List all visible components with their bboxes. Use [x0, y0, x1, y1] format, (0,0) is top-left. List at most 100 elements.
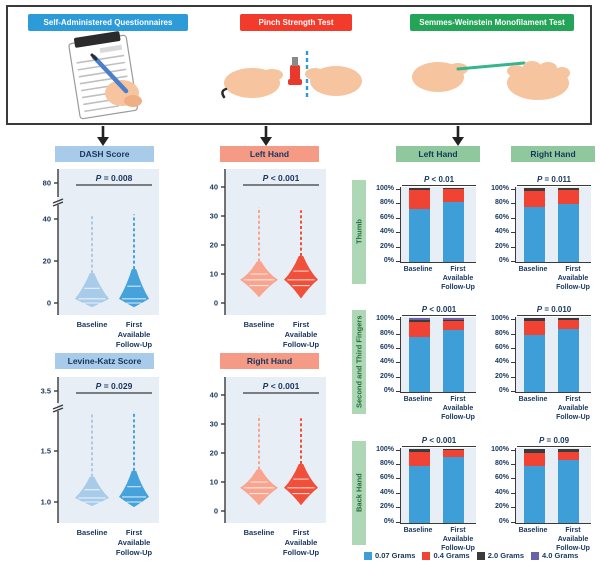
plot-area: [400, 317, 476, 394]
plot-area: [400, 447, 476, 524]
bar-segment-0.4-grams: [443, 321, 464, 331]
y-tick-mark: [511, 362, 515, 364]
legend-swatch-0.4-grams: [422, 551, 431, 560]
bar-baseline: [409, 318, 430, 393]
y-tick-mark: [396, 521, 400, 523]
panel-header-dash-score: DASH Score: [55, 146, 154, 162]
bar-segment-0.4-grams: [443, 450, 464, 458]
p-value: P < 0.001: [263, 173, 300, 183]
y-tick-label: 60%: [494, 474, 509, 482]
y-tick-label: 0%: [498, 517, 509, 525]
bar-segment-0.07-grams: [443, 202, 464, 262]
y-tick-label: 100%: [491, 185, 509, 192]
chart-fingers-right-hand: P = 0.010 100% 80% 60% 40% 20% 0% Baseline Fi…: [485, 304, 597, 422]
bar-segment-0.4-grams: [524, 190, 545, 208]
x-tick-label-baseline: Baseline: [518, 526, 548, 534]
p-value: P = 0.010: [536, 305, 572, 315]
y-tick-label: 0: [214, 299, 218, 308]
p-value: P = 0.011: [536, 175, 572, 184]
bar-segment-0.4-grams: [524, 321, 545, 336]
bar-segment-2.0-grams: [524, 318, 545, 322]
header-semmes-weinstein-monofilament-test: Semmes-Weinstein Monofilament Test: [410, 14, 574, 31]
violin-followup: [284, 256, 318, 299]
x-tick-label-baseline: Baseline: [518, 396, 548, 404]
x-tick-label-followup: Available: [118, 330, 151, 339]
x-tick-label-baseline: Baseline: [244, 320, 275, 329]
x-tick-label-followup: Available: [285, 538, 318, 547]
y-tick-label: 100%: [491, 315, 509, 323]
p-value: P = 0.09: [538, 435, 570, 445]
bar-segment-2.0-grams: [558, 448, 579, 453]
y-tick-label: 30: [210, 420, 218, 429]
levine-katz-violin-plot: 3.5 1.5 1.0 P = 0.029 Baseline First Avail…: [41, 377, 159, 557]
x-axis-labels: Baseline First Available Follow-Up: [400, 524, 482, 553]
y-tick-label: 1.0: [41, 498, 51, 507]
y-tick-mark: [396, 463, 400, 465]
legend-item: 2.0 Grams: [476, 551, 524, 560]
header-pinch-strength-test: Pinch Strength Test: [240, 14, 352, 31]
bar-segment-0.4-grams: [409, 452, 430, 466]
y-tick-mark: [396, 333, 400, 335]
x-tick-label-baseline: Baseline: [403, 396, 433, 404]
y-tick-label: 60%: [494, 213, 509, 221]
bar-followup: [558, 188, 579, 262]
panel-header-levine-katz-score: Levine-Katz Score: [55, 353, 154, 369]
bar-segment-0.07-grams: [524, 465, 545, 523]
bar-followup: [443, 448, 464, 523]
monofilament-results: Left Hand Right Hand Thumb P < 0.01 100%…: [352, 146, 598, 553]
significance-line: [402, 445, 476, 447]
y-tick-mark: [511, 348, 515, 350]
x-tick-label-followup: Available: [285, 330, 318, 339]
y-tick-label: 40%: [379, 228, 394, 236]
significance-line: [402, 315, 476, 317]
bar-segment-2.0-grams: [409, 448, 430, 453]
y-tick-mark: [396, 362, 400, 364]
column-header-left-hand: Left Hand: [396, 146, 480, 162]
monofilament-icon: [456, 61, 526, 71]
chart-thumb-right-hand: P = 0.011 100% 80% 60% 40% 20% 0% Baseline Fi…: [485, 174, 597, 292]
y-tick-label: 40%: [494, 358, 509, 366]
bar-segment-0.4-grams: [558, 189, 579, 204]
chart-back-hand-left: P < 0.001 100% 80% 60% 40% 20% 0% Baseline Fi…: [370, 435, 482, 553]
y-tick-label: 100%: [376, 185, 394, 192]
y-tick-label: 0%: [383, 257, 394, 264]
y-tick-label: 40: [43, 215, 51, 224]
y-tick-label: 20%: [494, 503, 509, 511]
y-tick-label: 80%: [379, 329, 394, 337]
bar-segment-0.4-grams: [443, 188, 464, 203]
y-tick-label: 40%: [379, 358, 394, 366]
x-axis-labels: Baseline First Available Follow-Up: [400, 263, 482, 292]
row-label-thumb: Thumb: [352, 180, 366, 284]
p-value: P = 0.029: [96, 381, 133, 391]
y-tick-label: 3.5: [41, 387, 51, 396]
y-tick-mark: [511, 521, 515, 523]
x-tick-label-followup: Follow-Up: [116, 548, 153, 557]
monofilament-test-illustration: [412, 61, 570, 100]
x-axis-labels: Baseline First Available Follow-Up: [400, 393, 482, 422]
y-tick-label: 10: [210, 478, 218, 487]
legend-item: 0.4 Grams: [422, 551, 470, 560]
y-tick-mark: [396, 232, 400, 234]
y-tick-label: 0%: [498, 257, 509, 264]
arrow-down-pinch: [260, 126, 272, 146]
y-tick-label: 0%: [383, 387, 394, 395]
y-tick-label: 10: [210, 270, 218, 279]
header-self-administered-questionnaires: Self-Administered Questionnaires: [28, 14, 188, 31]
chart-fingers-left-hand: P < 0.001 100% 80% 60% 40% 20% 0% Baseline Fi…: [370, 304, 482, 422]
arrow-down-questionnaires: [97, 126, 109, 146]
bar-segment-0.4-grams: [409, 321, 430, 337]
dash-score-violin-plot: 80 40 20 0 P = 0.008 Baseline First Availab…: [43, 169, 159, 349]
bar-baseline: [524, 318, 545, 393]
x-tick-label-followup: Available: [118, 538, 151, 547]
y-axis: 100% 80% 60% 40% 20% 0%: [370, 315, 400, 395]
bar-baseline: [409, 448, 430, 523]
bar-segment-0.07-grams: [524, 335, 545, 393]
hand-with-pen-icon: [90, 53, 142, 107]
plot-area: [515, 447, 591, 524]
bar-baseline: [409, 188, 430, 262]
y-tick-label: 80%: [494, 199, 509, 207]
bar-baseline: [524, 188, 545, 262]
x-tick-label-followup: First Available Follow-Up: [556, 396, 590, 422]
y-tick-label: 0%: [498, 387, 509, 395]
significance-line: [517, 445, 591, 447]
